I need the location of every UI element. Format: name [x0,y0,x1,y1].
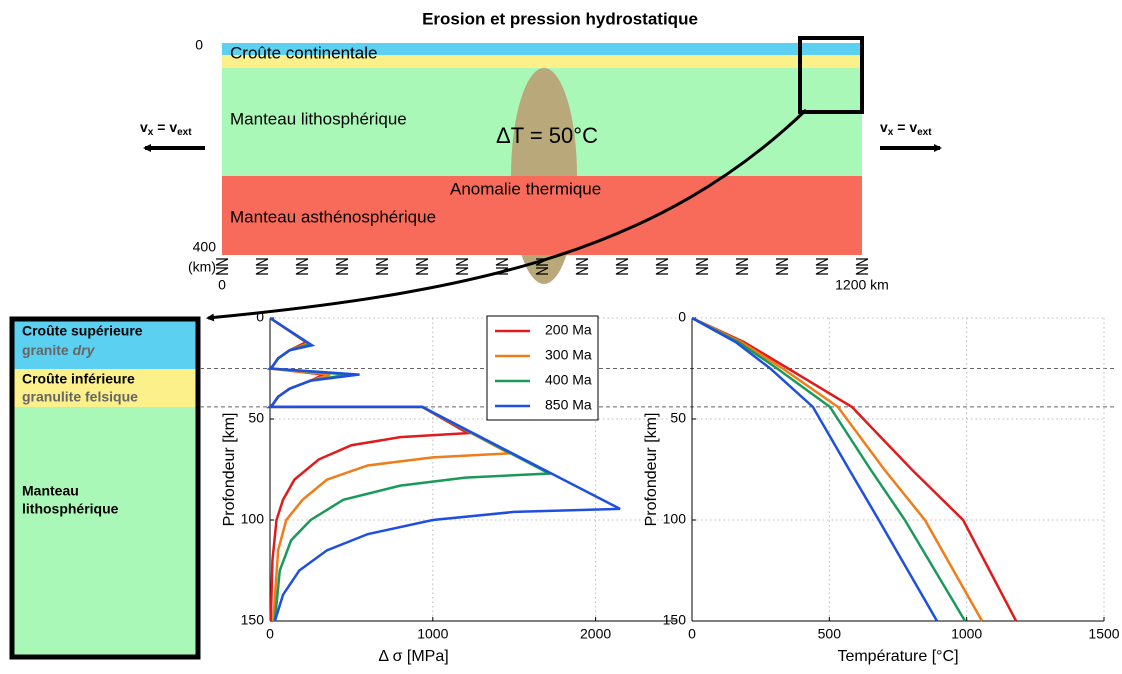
zigzag [735,258,749,275]
line [691,316,939,622]
layer-label: Croûte continentale [230,43,377,62]
layer-asthenosphere [222,176,862,255]
y-tick-label: 50 [248,410,264,426]
x-tick-label: 1000 [417,626,448,642]
column-frame [9,316,201,660]
zigzag [335,258,349,275]
x-axis-label: Température [°C] [837,648,958,665]
plume-label: ΔT = 50°C [496,123,598,148]
column-rock: granulite felsique [22,389,138,405]
anomaly-label: Anomalie thermique [450,179,601,198]
column-label: Manteau [22,483,79,499]
zigzag [455,258,469,275]
line [691,316,984,622]
velocity-label: vx = vext [140,119,192,138]
y-tick-label: 100 [663,511,687,527]
line [266,316,473,622]
line [691,316,1018,622]
column-rock: granite dry [22,342,96,358]
layer-upper [222,43,862,55]
x-tick-label: 0 [688,626,696,642]
zoom-arrow [206,108,808,322]
zigzag [575,258,589,275]
x-tick-label: 2000 [580,626,611,642]
zigzag [415,258,429,275]
zigzag [855,258,869,275]
zigzag [215,258,229,275]
x-label: 1200 km [835,277,889,293]
depth-label: 400 [193,239,217,255]
column-upper [12,319,198,369]
legend-label: 850 Ma [545,397,592,413]
legend-label: 400 Ma [545,372,592,388]
x-tick-label: 1500 [1088,626,1119,642]
velocity-label: vx = vext [880,119,932,138]
zigzag [255,258,269,275]
column-mantle [12,407,198,657]
y-tick-label: 100 [241,511,265,527]
y-tick-label: 150 [663,612,687,628]
y-tick-label: 50 [670,410,686,426]
column-lower [12,369,198,407]
zigzag [375,258,389,275]
y-tick-label: 0 [678,309,686,325]
layer-crust [222,55,862,68]
layer-label: Manteau asthénosphérique [230,207,436,226]
x-tick-label: 500 [818,626,842,642]
zigzag [815,258,829,275]
legend-label: 200 Ma [545,322,592,338]
zigzag [695,258,709,275]
x-tick-label: 0 [266,626,274,642]
depth-unit: (km) [188,259,216,275]
y-tick-label: 150 [241,612,265,628]
legend-box [486,315,599,421]
title: Erosion et pression hydrostatique [422,9,698,28]
zigzag [295,258,309,275]
column-label: lithosphérique [22,501,119,517]
layer-label: Manteau lithosphérique [230,109,407,128]
zigzag [775,258,789,275]
column-label: Croûte inférieure [22,371,135,387]
depth-label: 0 [195,37,203,53]
y-axis-label: Profondeur [km] [221,413,238,527]
bottom-boundary [215,258,869,275]
zigzag [655,258,669,275]
x-tick-label: 1000 [951,626,982,642]
y-tick-label: 0 [256,309,264,325]
zigzag [615,258,629,275]
x-label: 0 [218,277,226,293]
y-axis-label: Profondeur [km] [643,413,660,527]
line [691,316,967,622]
x-axis-label: Δ σ [MPa] [378,648,448,665]
zoom-box [798,36,864,114]
legend-label: 300 Ma [545,347,592,363]
line [266,316,621,622]
column-label: Croûte supérieure [22,323,143,339]
